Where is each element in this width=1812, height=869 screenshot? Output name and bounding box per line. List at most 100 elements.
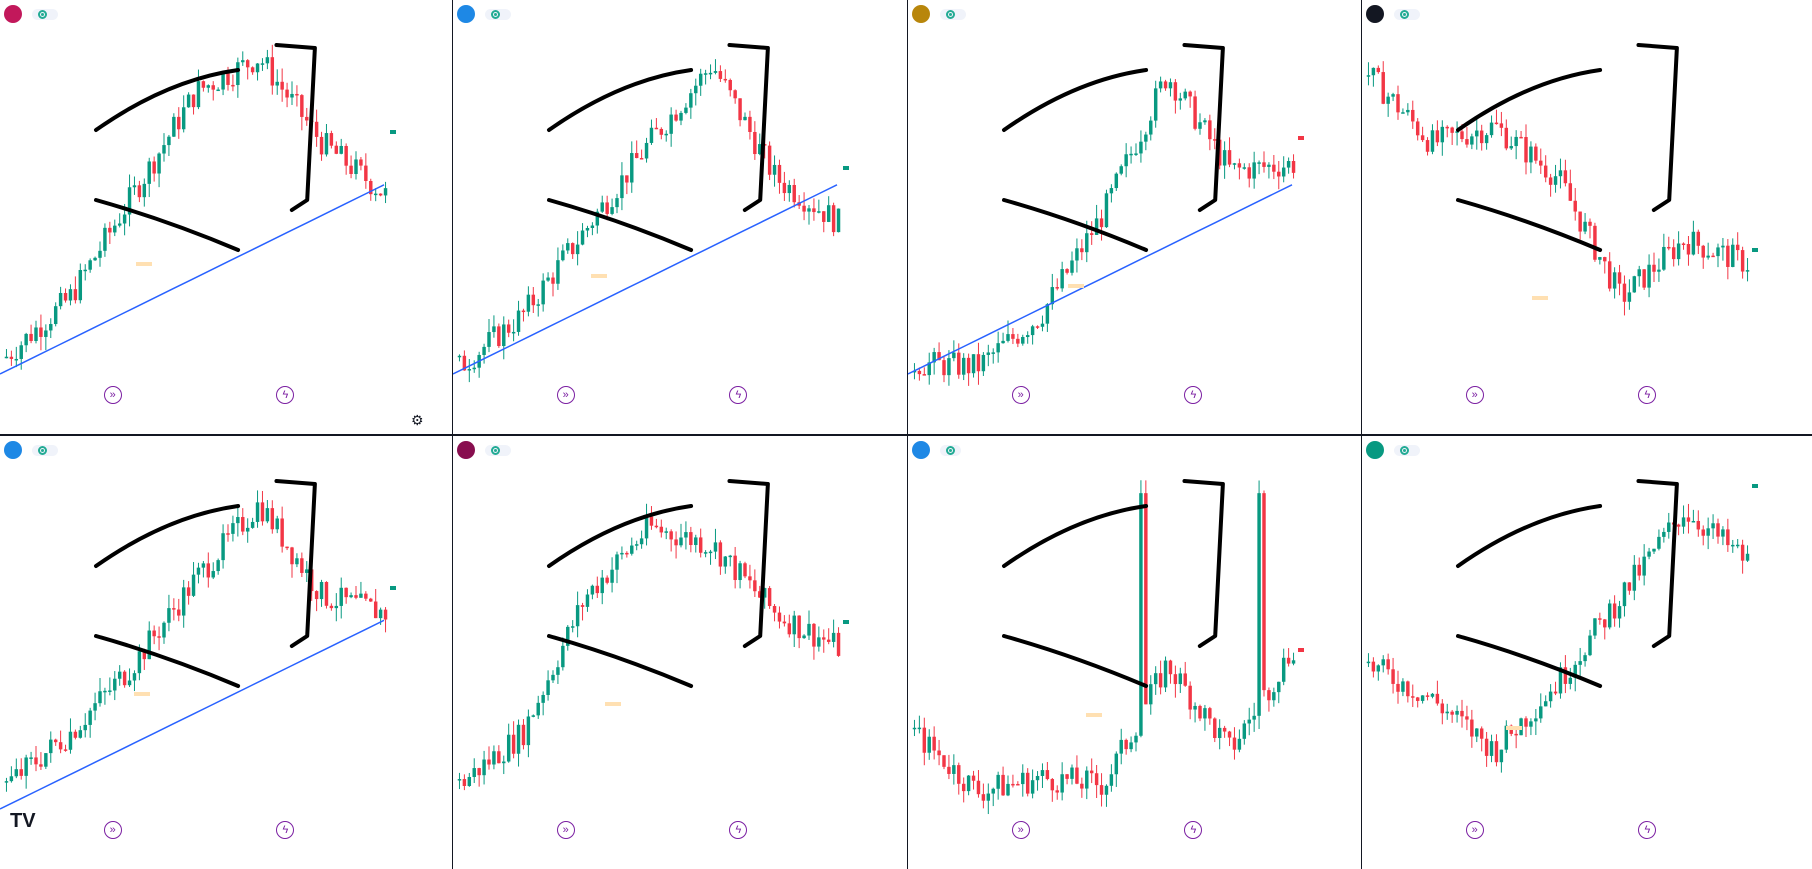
drawn-trendline[interactable] xyxy=(94,504,241,568)
replay-icon[interactable]: » xyxy=(1465,386,1484,404)
drawn-trendline[interactable] xyxy=(94,198,241,252)
market-open-icon xyxy=(1400,9,1409,19)
symbol-label[interactable] xyxy=(1532,296,1548,300)
chart-canvas[interactable] xyxy=(0,0,452,434)
symbol-label[interactable] xyxy=(1086,713,1102,717)
lightning-icon[interactable]: ϟ xyxy=(1184,821,1203,839)
drawn-trendline[interactable] xyxy=(1002,68,1149,132)
drawn-arrow[interactable] xyxy=(274,43,317,212)
candle-body xyxy=(98,250,102,258)
drawn-trendline[interactable] xyxy=(1456,68,1603,132)
replay-icon[interactable]: » xyxy=(103,386,122,404)
drawn-arrow[interactable] xyxy=(1636,479,1679,648)
lightning-icon[interactable]: ϟ xyxy=(276,821,295,839)
lightning-icon[interactable]: ϟ xyxy=(729,386,748,404)
chart-panel-cl[interactable]: » ϟ xyxy=(1362,0,1812,434)
status-pill[interactable] xyxy=(485,444,511,456)
chart-title-bar[interactable] xyxy=(912,5,966,23)
last-price-tag xyxy=(1752,248,1758,252)
candle-body xyxy=(669,114,673,134)
drawn-trendline[interactable] xyxy=(1002,634,1149,688)
drawn-arrow[interactable] xyxy=(274,479,317,648)
lightning-icon[interactable]: ϟ xyxy=(1184,386,1203,404)
drawn-trendline[interactable] xyxy=(94,634,241,688)
lightning-icon[interactable]: ϟ xyxy=(1638,386,1657,404)
drawn-trendline[interactable] xyxy=(547,68,694,132)
chart-canvas[interactable] xyxy=(908,436,1361,869)
lightning-icon[interactable]: ϟ xyxy=(729,821,748,839)
chart-title-bar[interactable] xyxy=(457,441,511,459)
candle-body xyxy=(679,537,683,546)
candle-body xyxy=(147,630,151,660)
candle-body xyxy=(1647,264,1651,288)
drawn-trendline[interactable] xyxy=(1456,634,1603,688)
candle-body xyxy=(1563,170,1568,184)
status-pill[interactable] xyxy=(32,8,58,20)
status-pill[interactable] xyxy=(940,8,966,20)
chart-panel-gold[interactable]: » ϟ xyxy=(908,0,1361,434)
panel-divider[interactable] xyxy=(0,434,1812,436)
replay-icon[interactable]: » xyxy=(1011,386,1030,404)
chart-canvas[interactable] xyxy=(1362,0,1812,434)
replay-icon[interactable]: » xyxy=(1465,821,1484,839)
candle-body xyxy=(1242,167,1247,169)
chart-panel-nq[interactable]: » ϟ xyxy=(0,436,452,869)
chart-panel-rty[interactable]: » ϟ xyxy=(453,436,907,869)
chart-canvas[interactable] xyxy=(0,436,452,869)
candle-body xyxy=(541,694,545,703)
drawn-trendline[interactable] xyxy=(1002,504,1149,568)
status-pill[interactable] xyxy=(32,444,58,456)
chart-canvas[interactable] xyxy=(1362,436,1812,869)
drawn-trendline[interactable] xyxy=(1456,198,1603,252)
drawn-arrow[interactable] xyxy=(1636,43,1679,212)
lightning-icon[interactable]: ϟ xyxy=(276,386,295,404)
replay-icon[interactable]: » xyxy=(556,386,575,404)
chart-panel-dxy[interactable]: » ϟ xyxy=(1362,436,1812,869)
status-pill[interactable] xyxy=(1394,8,1420,20)
drawn-trendline[interactable] xyxy=(547,634,694,688)
symbol-label[interactable] xyxy=(1068,284,1084,288)
status-pill[interactable] xyxy=(940,444,961,456)
replay-icon[interactable]: » xyxy=(556,821,575,839)
symbol-label[interactable] xyxy=(134,692,150,696)
chart-panel-es[interactable]: » ϟ xyxy=(0,0,452,434)
chart-canvas[interactable] xyxy=(453,0,907,434)
lightning-icon[interactable]: ϟ xyxy=(1638,821,1657,839)
replay-icon[interactable]: » xyxy=(103,821,122,839)
chart-title-bar[interactable] xyxy=(1366,5,1420,23)
chart-title-bar[interactable] xyxy=(457,5,511,23)
drawn-trendline[interactable] xyxy=(547,198,694,252)
chart-canvas[interactable] xyxy=(908,0,1361,434)
candle-body xyxy=(792,615,796,635)
replay-icon[interactable]: » xyxy=(1011,821,1030,839)
chart-title-bar[interactable] xyxy=(4,441,58,459)
gear-icon[interactable]: ⚙ xyxy=(411,412,424,428)
chart-title-bar[interactable] xyxy=(4,5,58,23)
chart-panel-vix[interactable]: » ϟ xyxy=(908,436,1361,869)
drawn-trendline[interactable] xyxy=(1002,198,1149,252)
drawn-trendline[interactable] xyxy=(547,504,694,568)
symbol-label[interactable] xyxy=(1506,726,1522,730)
chart-canvas[interactable] xyxy=(453,436,907,869)
candle-body xyxy=(807,623,811,636)
candle-body xyxy=(1158,81,1163,89)
drawn-arrow[interactable] xyxy=(1182,479,1225,648)
candle-body xyxy=(1425,695,1430,697)
drawn-arrow[interactable] xyxy=(727,43,770,212)
chart-panel-ym[interactable]: » ϟ xyxy=(453,0,907,434)
symbol-label[interactable] xyxy=(591,274,607,278)
chart-title-bar[interactable] xyxy=(1366,441,1420,459)
symbol-label[interactable] xyxy=(605,702,621,706)
status-pill[interactable] xyxy=(1394,444,1420,456)
drawn-arrow[interactable] xyxy=(727,479,770,648)
candle-body xyxy=(49,739,53,754)
candle-body xyxy=(324,133,329,155)
drawn-arrow[interactable] xyxy=(1182,43,1225,212)
drawn-trendline[interactable] xyxy=(94,68,241,132)
status-pill[interactable] xyxy=(485,8,511,20)
drawn-trendline[interactable] xyxy=(1456,504,1603,568)
candle-body xyxy=(113,225,117,233)
chart-title-bar[interactable] xyxy=(912,441,961,459)
candle-body xyxy=(142,651,147,660)
symbol-label[interactable] xyxy=(136,262,152,266)
